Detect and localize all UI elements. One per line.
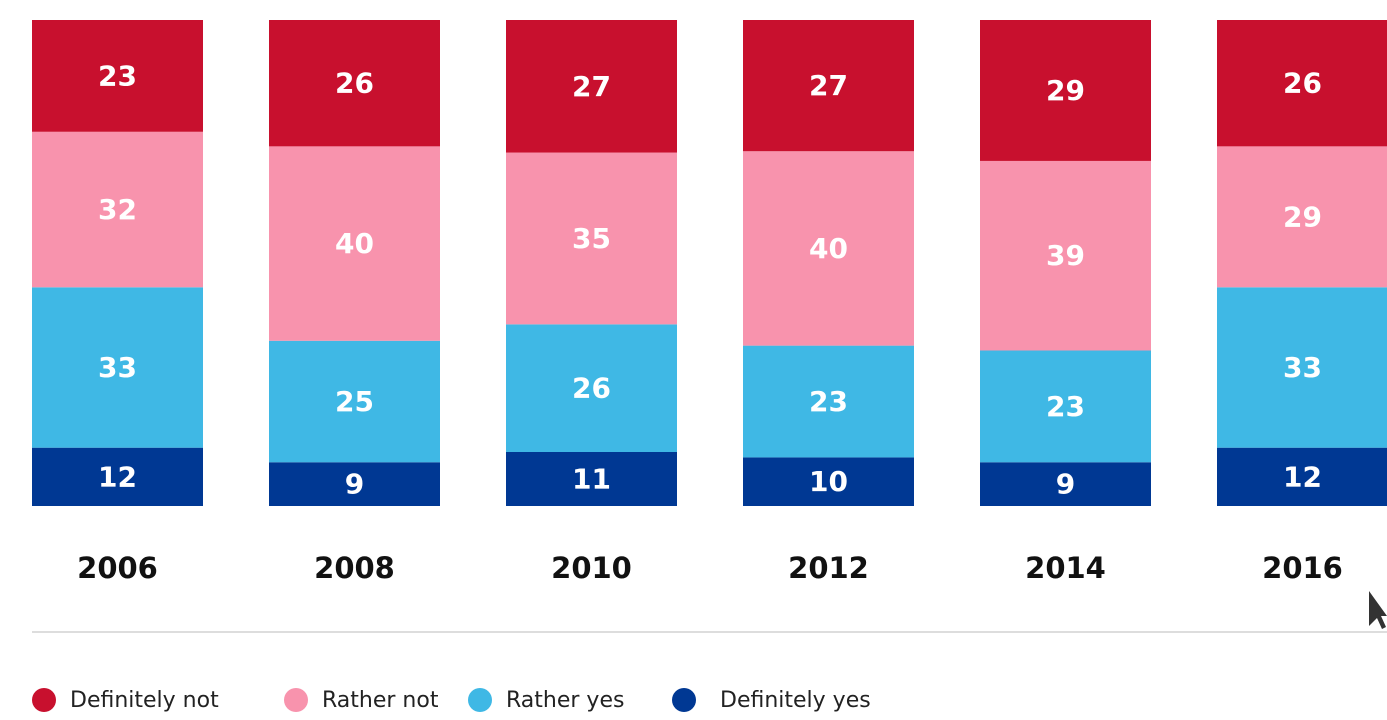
data-label-2008-rather-yes: 25 — [335, 385, 374, 418]
x-tick-label-2008: 2008 — [314, 551, 395, 585]
bar-segment-2006-rather-yes — [32, 287, 203, 448]
data-label-2014-rather-yes: 23 — [1046, 390, 1085, 423]
x-tick-label-2012: 2012 — [788, 551, 869, 585]
legend-label: Definitely not — [70, 687, 219, 713]
legend-swatch — [32, 688, 56, 712]
bar-segment-2014-definitely-not — [980, 20, 1151, 161]
data-label-2008-definitely-not: 26 — [335, 67, 374, 100]
data-label-2016-definitely-not: 26 — [1283, 67, 1322, 100]
data-label-2008-definitely-yes: 9 — [345, 468, 364, 501]
bar-segment-2008-rather-yes — [269, 340, 440, 463]
legend-label: Rather not — [322, 687, 439, 713]
bar-segment-2014-rather-yes — [980, 350, 1151, 463]
legend-swatch — [672, 688, 696, 712]
bar-segment-2016-definitely-not — [1217, 20, 1387, 147]
data-label-2006-definitely-yes: 12 — [98, 460, 137, 493]
data-label-2016-rather-not: 29 — [1283, 200, 1322, 233]
bar-segment-2016-definitely-yes — [1217, 447, 1387, 506]
data-label-2008-rather-not: 40 — [335, 227, 374, 260]
bar-segment-2006-rather-not — [32, 131, 203, 288]
bar-segment-2006-definitely-not — [32, 20, 203, 132]
bar-segment-2010-rather-yes — [506, 324, 677, 452]
bar-segment-2014-rather-not — [980, 160, 1151, 351]
data-label-2010-rather-not: 35 — [572, 222, 611, 255]
data-label-2006-rather-yes: 33 — [98, 351, 137, 384]
x-tick-label-2010: 2010 — [551, 551, 632, 585]
x-tick-label-2006: 2006 — [77, 551, 158, 585]
bar-segment-2008-definitely-not — [269, 20, 440, 147]
legend-label: Rather yes — [506, 687, 625, 713]
bar-segment-2008-rather-not — [269, 146, 440, 341]
bar-segment-2006-definitely-yes — [32, 447, 203, 506]
data-label-2006-rather-not: 32 — [98, 193, 137, 226]
bar-segment-2010-definitely-yes — [506, 452, 677, 506]
data-label-2016-rather-yes: 33 — [1283, 351, 1322, 384]
bar-segment-2014-definitely-yes — [980, 462, 1151, 506]
legend-item-definitely-yes: Definitely yes — [672, 680, 871, 720]
value-labels-group: 12 33 32 23 9 25 40 26 11 26 35 27 10 23 40 27 9 23 39 29 12… — [98, 59, 1322, 500]
bar-segment-2012-definitely-yes — [743, 457, 914, 506]
legend-swatch — [284, 688, 308, 712]
bar-segment-2010-definitely-not — [506, 20, 677, 153]
mouse-cursor-icon — [1369, 591, 1387, 629]
legend-swatch — [468, 688, 492, 712]
data-label-2012-rather-yes: 23 — [809, 385, 848, 418]
data-label-2012-rather-not: 40 — [809, 232, 848, 265]
data-label-2014-rather-not: 39 — [1046, 239, 1085, 272]
legend-item-rather-not: Rather not — [284, 680, 438, 720]
bars-group — [32, 20, 1387, 506]
legend: Definitely not Rather not Rather yes Def… — [32, 680, 1332, 720]
data-label-2010-definitely-yes: 11 — [572, 463, 611, 496]
data-label-2014-definitely-not: 29 — [1046, 74, 1085, 107]
bar-segment-2016-rather-yes — [1217, 287, 1387, 448]
data-label-2012-definitely-not: 27 — [809, 69, 848, 102]
data-label-2016-definitely-yes: 12 — [1283, 460, 1322, 493]
data-label-2014-definitely-yes: 9 — [1056, 468, 1075, 501]
bar-segment-2012-rather-not — [743, 151, 914, 346]
bar-segment-2012-rather-yes — [743, 345, 914, 458]
legend-item-definitely-not: Definitely not — [32, 680, 219, 720]
data-label-2010-rather-yes: 26 — [572, 372, 611, 405]
category-labels-group: 2006 2008 2010 2012 2014 2016 — [77, 551, 1343, 585]
data-label-2006-definitely-not: 23 — [98, 59, 137, 92]
data-label-2010-definitely-not: 27 — [572, 70, 611, 103]
bar-segment-2010-rather-not — [506, 152, 677, 325]
data-label-2012-definitely-yes: 10 — [809, 465, 848, 498]
bar-segment-2008-definitely-yes — [269, 462, 440, 506]
bar-segment-2016-rather-not — [1217, 146, 1387, 288]
bar-segment-2012-definitely-not — [743, 20, 914, 152]
x-tick-label-2014: 2014 — [1025, 551, 1106, 585]
legend-label: Definitely yes — [720, 687, 871, 713]
legend-item-rather-yes: Rather yes — [468, 680, 624, 720]
x-tick-label-2016: 2016 — [1262, 551, 1343, 585]
